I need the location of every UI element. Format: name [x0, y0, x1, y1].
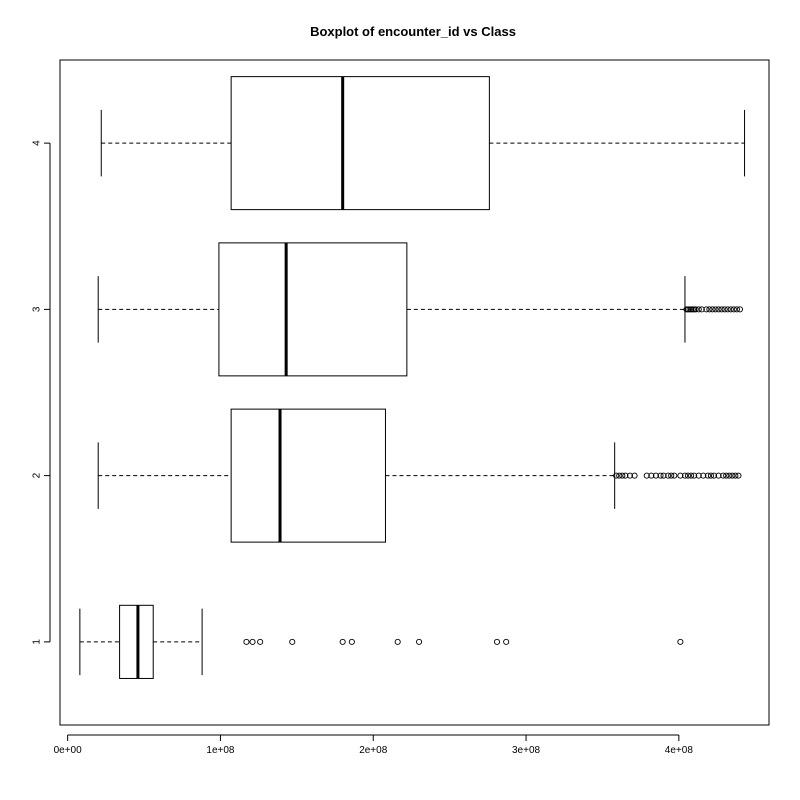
- outlier-point: [730, 306, 737, 313]
- outlier-point: [703, 306, 710, 313]
- x-tick-label: 3e+08: [512, 745, 541, 756]
- outlier-point: [691, 472, 698, 479]
- outlier-point: [660, 472, 667, 479]
- outlier-point: [339, 638, 346, 645]
- outlier-point: [657, 472, 664, 479]
- outlier-point: [695, 472, 702, 479]
- outlier-point: [289, 638, 296, 645]
- x-tick-label: 4e+08: [665, 745, 694, 756]
- outlier-point: [709, 306, 716, 313]
- outlier-point: [643, 472, 650, 479]
- x-tick-label: 2e+08: [359, 745, 388, 756]
- outlier-point: [394, 638, 401, 645]
- y-tick-label: 4: [32, 140, 43, 146]
- outlier-point: [616, 472, 623, 479]
- outlier-point: [503, 638, 510, 645]
- outlier-point: [732, 472, 739, 479]
- outlier-point: [257, 638, 264, 645]
- outlier-point: [700, 472, 707, 479]
- outlier-point: [688, 472, 695, 479]
- outlier-point: [723, 472, 730, 479]
- outlier-point: [735, 472, 742, 479]
- outlier-point: [729, 472, 736, 479]
- outlier-point: [652, 472, 659, 479]
- x-tick-label: 1e+08: [206, 745, 235, 756]
- outlier-point: [726, 472, 733, 479]
- outlier-point: [692, 306, 699, 313]
- outlier-point: [249, 638, 256, 645]
- outlier-point: [695, 306, 702, 313]
- outlier-point: [243, 638, 250, 645]
- outlier-point: [715, 306, 722, 313]
- outlier-point: [727, 306, 734, 313]
- outlier-point: [648, 472, 655, 479]
- outlier-point: [707, 472, 714, 479]
- outlier-point: [677, 472, 684, 479]
- y-tick-label: 2: [32, 472, 43, 478]
- outlier-point: [712, 306, 719, 313]
- box-iqr: [119, 604, 154, 679]
- outlier-point: [416, 638, 423, 645]
- outlier-point: [704, 472, 711, 479]
- outlier-point: [671, 472, 678, 479]
- outlier-point: [721, 306, 728, 313]
- outlier-point: [631, 472, 638, 479]
- y-tick-label: 1: [32, 639, 43, 645]
- outlier-point: [720, 472, 727, 479]
- y-tick-label: 3: [32, 306, 43, 312]
- box-iqr: [230, 76, 490, 211]
- plot-frame: [59, 59, 770, 726]
- box-iqr: [230, 408, 386, 543]
- outlier-point: [665, 472, 672, 479]
- outlier-point: [677, 638, 684, 645]
- outlier-point: [619, 472, 626, 479]
- outlier-point: [698, 306, 705, 313]
- outlier-point: [684, 472, 692, 479]
- outlier-point: [706, 306, 713, 313]
- chart-title: Boxplot of encounter_id vs Class: [310, 24, 516, 39]
- outlier-point: [626, 472, 634, 479]
- outlier-point: [736, 306, 744, 313]
- outlier-point: [493, 638, 501, 645]
- outlier-point: [718, 306, 725, 313]
- outlier-point: [733, 306, 740, 313]
- outlier-point: [710, 472, 718, 479]
- x-tick-label: 0e+00: [54, 745, 83, 756]
- outlier-point: [668, 472, 675, 479]
- outlier-point: [622, 472, 629, 479]
- outlier-point: [681, 472, 689, 479]
- outlier-point: [613, 472, 620, 479]
- box-iqr: [218, 242, 408, 377]
- outlier-point: [715, 472, 722, 479]
- outlier-point: [348, 638, 355, 645]
- outlier-point: [724, 306, 731, 313]
